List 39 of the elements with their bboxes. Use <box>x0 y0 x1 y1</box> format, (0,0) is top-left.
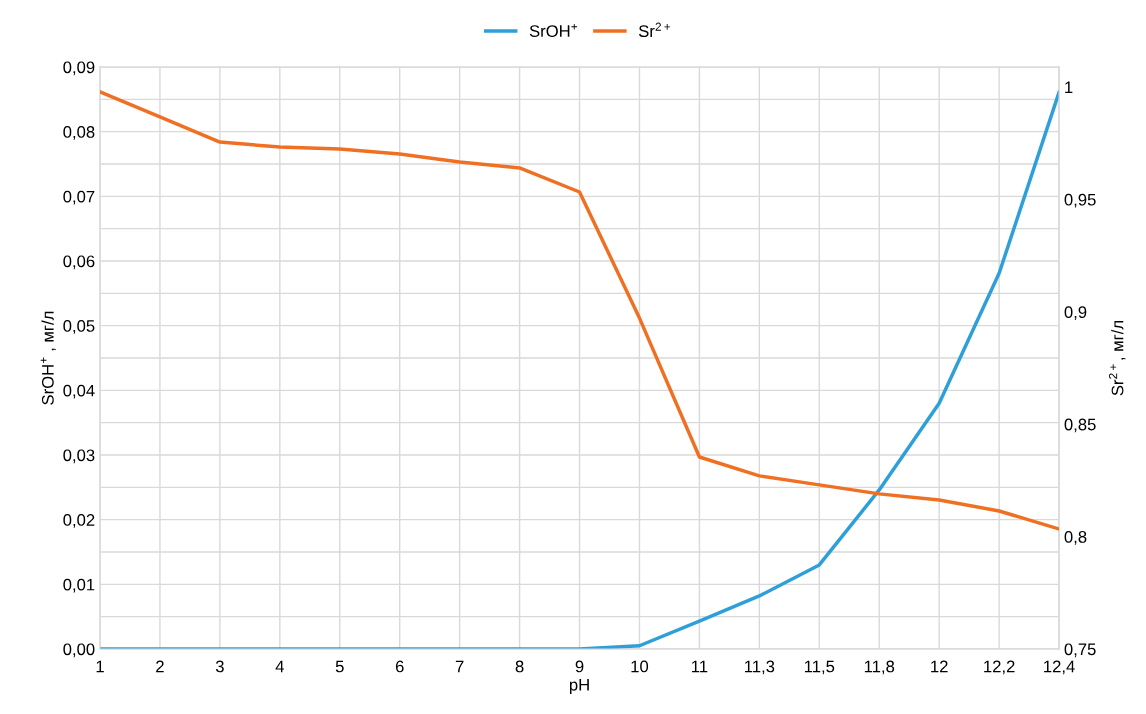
x-tick-label: 11,8 <box>864 660 895 675</box>
x-tick-label: 3 <box>215 660 224 673</box>
x-tick-label: 11 <box>692 660 708 673</box>
x-tick-label: 11,5 <box>804 660 835 675</box>
x-tick-label: 10 <box>631 660 649 673</box>
y-tick-label: 0,04 <box>63 384 95 399</box>
y2-tick-label: 0,8 <box>1064 531 1087 545</box>
x-tick-label: 12 <box>931 660 948 673</box>
x-tick-label: 9 <box>575 660 584 673</box>
y2-tick-label: 0,85 <box>1064 418 1096 433</box>
y2-axis-title: Sr$^{2+}$, мг/л <box>1108 321 1126 396</box>
y-tick-label: 0,02 <box>63 514 95 528</box>
y-tick-label: 0,08 <box>63 126 95 140</box>
x-tick-label: 1 <box>96 660 104 673</box>
y2-tick-label: 0,75 <box>1064 643 1096 658</box>
y-tick-label: 0,01 <box>63 578 95 593</box>
y-tick-label: 0,09 <box>63 61 95 76</box>
x-axis-title: pH <box>569 679 589 694</box>
y-tick-label: 0,06 <box>63 255 95 270</box>
x-tick-label: 2 <box>156 660 164 673</box>
x-tick-label: 12,4 <box>1044 660 1075 675</box>
x-tick-label: 4 <box>275 660 284 673</box>
y-tick-label: 0,07 <box>63 190 95 205</box>
y-axis-title: SrOH$^{+}$ , мг/л <box>40 311 56 405</box>
legend-label: Sr$^{2+}$ <box>638 22 671 38</box>
x-tick-label: 11,3 <box>745 660 775 675</box>
x-tick-label: 6 <box>395 660 404 673</box>
x-tick-label: 12,2 <box>984 660 1015 675</box>
y-tick-label: 0,05 <box>63 320 95 334</box>
x-tick-label: 5 <box>335 660 344 673</box>
y2-tick-label: 1 <box>1065 81 1073 94</box>
line-series <box>100 90 1060 531</box>
legend-label: SrOH$^{+}$ <box>529 23 578 37</box>
x-tick-label: 7 <box>455 660 464 673</box>
y2-tick-label: 0,9 <box>1064 306 1087 320</box>
x-tick-label: 8 <box>515 660 524 673</box>
y-tick-label: 0,00 <box>63 643 95 658</box>
y-tick-label: 0,03 <box>63 449 95 464</box>
y2-tick-label: 0,95 <box>1064 193 1096 208</box>
